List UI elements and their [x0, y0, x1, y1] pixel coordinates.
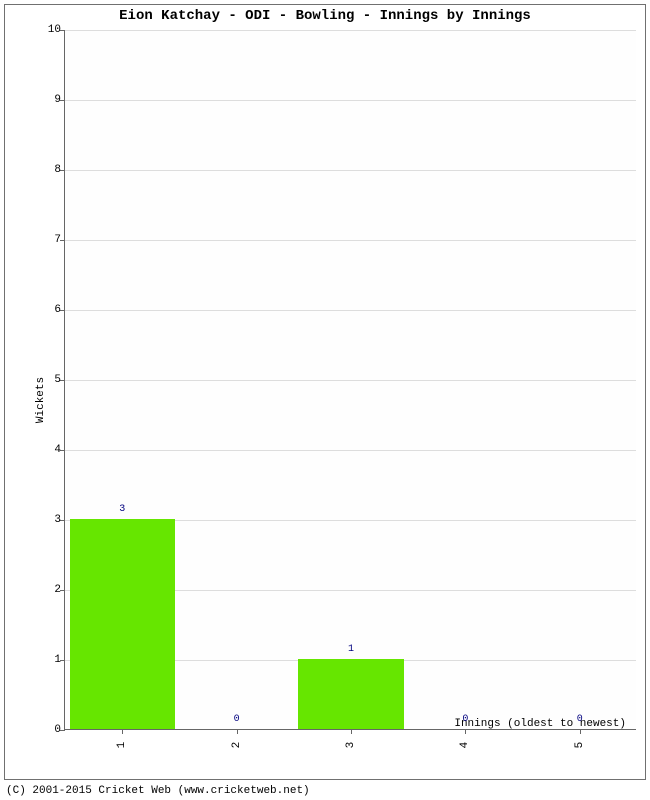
xtick-mark [465, 729, 466, 734]
bar-value-label: 0 [179, 714, 293, 725]
gridline [65, 240, 636, 241]
ytick-label: 3 [41, 514, 61, 526]
ytick-label: 1 [41, 654, 61, 666]
xtick-mark [122, 729, 123, 734]
ytick-label: 7 [41, 234, 61, 246]
ytick-label: 9 [41, 94, 61, 106]
gridline [65, 310, 636, 311]
ytick-label: 2 [41, 584, 61, 596]
ytick-label: 6 [41, 304, 61, 316]
gridline [65, 100, 636, 101]
bar [298, 659, 403, 729]
ytick-label: 10 [41, 24, 61, 36]
xtick-mark [351, 729, 352, 734]
bar-value-label: 1 [294, 644, 408, 655]
gridline [65, 30, 636, 31]
xtick-label: 2 [231, 735, 243, 755]
bar-value-label: 3 [65, 504, 179, 515]
gridline [65, 380, 636, 381]
bar-value-label: 0 [523, 714, 637, 725]
gridline [65, 170, 636, 171]
copyright-text: (C) 2001-2015 Cricket Web (www.cricketwe… [6, 785, 310, 797]
xtick-label: 1 [116, 735, 128, 755]
chart-container: Eion Katchay - ODI - Bowling - Innings b… [0, 0, 650, 800]
xtick-label: 5 [574, 735, 586, 755]
chart-title: Eion Katchay - ODI - Bowling - Innings b… [0, 8, 650, 24]
gridline [65, 450, 636, 451]
xtick-mark [580, 729, 581, 734]
ytick-label: 8 [41, 164, 61, 176]
xtick-mark [237, 729, 238, 734]
bar [70, 519, 175, 729]
bar-value-label: 0 [408, 714, 522, 725]
ytick-label: 4 [41, 444, 61, 456]
plot-area: Innings (oldest to newest) 0123456789103… [64, 30, 636, 730]
xtick-label: 3 [345, 735, 357, 755]
ytick-label: 5 [41, 374, 61, 386]
ytick-label: 0 [41, 724, 61, 736]
xtick-label: 4 [459, 735, 471, 755]
